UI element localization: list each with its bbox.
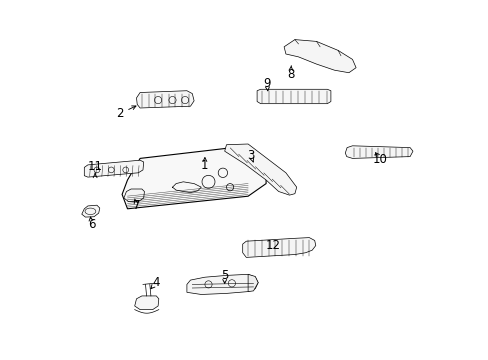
- Text: 6: 6: [87, 219, 95, 231]
- Polygon shape: [242, 238, 315, 257]
- Polygon shape: [345, 146, 412, 158]
- Polygon shape: [247, 274, 258, 292]
- Text: 3: 3: [247, 149, 254, 162]
- Polygon shape: [186, 274, 258, 294]
- Polygon shape: [284, 40, 355, 73]
- Text: 12: 12: [265, 239, 280, 252]
- Polygon shape: [257, 89, 330, 104]
- Text: 10: 10: [372, 153, 387, 166]
- Text: 9: 9: [263, 77, 270, 90]
- Polygon shape: [136, 91, 194, 108]
- Polygon shape: [224, 144, 296, 195]
- Text: 2: 2: [116, 107, 124, 120]
- Polygon shape: [122, 146, 265, 209]
- Text: 4: 4: [152, 276, 160, 289]
- Text: 7: 7: [132, 199, 140, 212]
- Text: 5: 5: [221, 269, 228, 282]
- Text: 8: 8: [286, 68, 294, 81]
- Text: 1: 1: [201, 159, 208, 172]
- Polygon shape: [84, 160, 143, 177]
- Polygon shape: [81, 205, 100, 217]
- Polygon shape: [134, 296, 159, 310]
- Text: 11: 11: [87, 160, 102, 173]
- Polygon shape: [123, 189, 144, 202]
